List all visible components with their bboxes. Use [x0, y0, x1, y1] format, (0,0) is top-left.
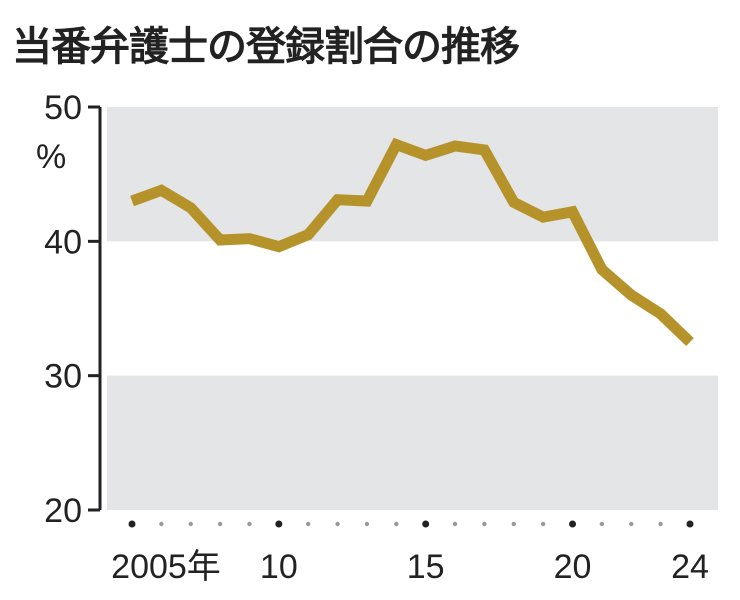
x-tick-label: 2005年 [111, 548, 221, 586]
series-line [130, 137, 694, 347]
x-tick-dot [658, 521, 663, 527]
y-tick-label: 30 [44, 358, 82, 396]
x-tick-dot [394, 521, 399, 527]
x-tick-dot [159, 521, 164, 527]
x-tick-dot [540, 521, 546, 527]
x-tick-dot [629, 521, 634, 527]
y-tick-label: 20 [44, 492, 82, 530]
chart-title: 当番弁護士の登録割合の推移 [12, 24, 520, 70]
x-tick-dot [482, 521, 487, 527]
x-tick-dot [247, 521, 252, 527]
x-tick-label: 15 [407, 548, 445, 586]
x-tick-label: 24 [671, 548, 709, 586]
y-tick-label: 40 [44, 223, 82, 261]
y-tick-label: 50 [44, 89, 82, 127]
x-tick-dot [452, 521, 458, 527]
x-tick-dot [364, 521, 370, 527]
x-tick-dot [511, 521, 516, 527]
x-tick-dot [335, 521, 340, 527]
x-tick-label: 20 [554, 548, 592, 586]
grid-band-40-50 [107, 107, 718, 242]
x-tick-dot [306, 521, 311, 527]
x-tick-dot [275, 520, 283, 528]
x-tick-dot [422, 520, 430, 528]
x-tick-dot [128, 520, 136, 528]
x-tick-dot [188, 521, 193, 527]
x-tick-dot [599, 521, 605, 527]
x-tick-dot [217, 521, 223, 527]
x-tick-label: 10 [260, 548, 298, 586]
x-tick-dot [686, 520, 694, 528]
y-axis-unit: % [36, 138, 66, 176]
x-tick-dot [569, 520, 577, 528]
grid-band-20-30 [107, 375, 718, 510]
